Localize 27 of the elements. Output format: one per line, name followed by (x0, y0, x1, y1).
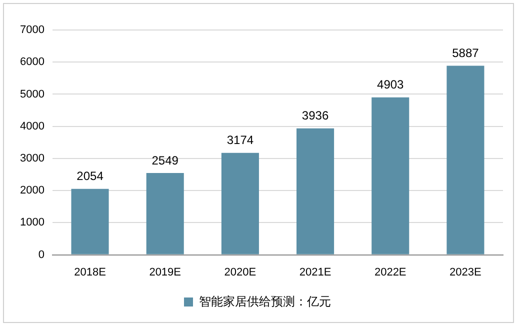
data-label: 4903 (377, 78, 404, 92)
bar (146, 172, 184, 254)
data-label: 3936 (302, 108, 329, 123)
data-label: 2054 (76, 169, 104, 184)
x-tick-label: 2023E (450, 266, 482, 278)
y-tick-label: 4000 (20, 120, 44, 132)
x-tick-label: 2021E (299, 266, 332, 278)
y-tick-label: 0 (38, 248, 44, 261)
data-label: 3174 (226, 133, 254, 148)
data-label: 5887 (452, 46, 480, 60)
x-tick-label: 2018E (74, 266, 106, 278)
data-label: 2549 (152, 153, 179, 168)
bar (221, 152, 259, 254)
bar (296, 128, 334, 254)
y-tick-label: 3000 (20, 152, 44, 164)
y-tick-label: 7000 (20, 24, 44, 36)
legend-label: 智能家居供给预测：亿元 (199, 294, 331, 308)
bar (71, 188, 109, 254)
bar (446, 66, 484, 254)
y-tick-label: 6000 (20, 56, 44, 68)
x-tick-label: 2019E (149, 266, 182, 278)
x-tick-label: 2022E (374, 266, 406, 278)
bar (372, 97, 410, 254)
x-tick-label: 2020E (224, 266, 256, 278)
y-tick-label: 5000 (20, 88, 44, 100)
y-tick-label: 1000 (20, 216, 44, 229)
y-tick-label: 2000 (20, 184, 44, 197)
